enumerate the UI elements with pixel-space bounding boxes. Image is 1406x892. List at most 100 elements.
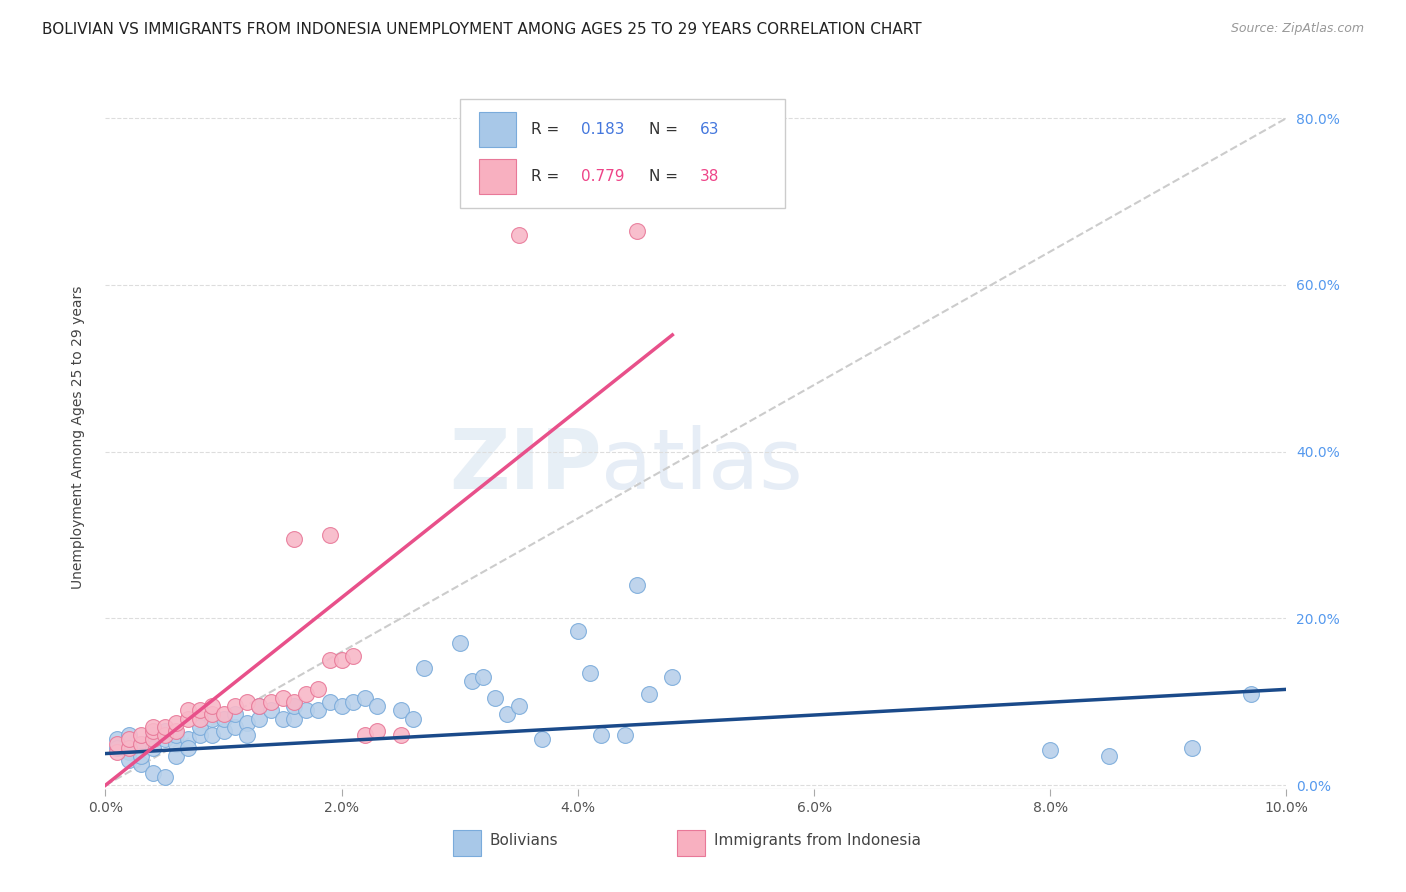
Point	[118, 753, 141, 767]
Point	[177, 740, 200, 755]
Point	[105, 732, 128, 747]
Point	[366, 724, 388, 739]
Point	[247, 712, 270, 726]
Point	[271, 712, 294, 726]
FancyBboxPatch shape	[460, 99, 785, 208]
Point	[188, 720, 211, 734]
Point	[626, 224, 648, 238]
FancyBboxPatch shape	[453, 830, 481, 856]
Point	[484, 690, 506, 705]
Point	[105, 740, 128, 755]
Point	[389, 728, 412, 742]
Point	[129, 728, 152, 742]
Point	[236, 695, 259, 709]
Point	[283, 695, 305, 709]
Point	[188, 712, 211, 726]
Point	[614, 728, 637, 742]
Point	[224, 699, 246, 714]
Point	[105, 737, 128, 751]
Text: N =: N =	[648, 121, 682, 136]
Point	[413, 661, 436, 675]
Point	[637, 686, 659, 700]
Point	[307, 703, 329, 717]
Point	[389, 703, 412, 717]
Point	[153, 732, 176, 747]
Point	[1098, 749, 1121, 764]
Point	[319, 528, 342, 542]
Point	[354, 690, 377, 705]
Point	[118, 732, 141, 747]
Point	[165, 715, 187, 730]
Point	[236, 715, 259, 730]
Point	[661, 670, 683, 684]
Point	[118, 728, 141, 742]
Text: BOLIVIAN VS IMMIGRANTS FROM INDONESIA UNEMPLOYMENT AMONG AGES 25 TO 29 YEARS COR: BOLIVIAN VS IMMIGRANTS FROM INDONESIA UN…	[42, 22, 922, 37]
Point	[212, 712, 235, 726]
Point	[142, 728, 165, 742]
Point	[142, 740, 165, 755]
Point	[142, 720, 165, 734]
Text: 63: 63	[700, 121, 718, 136]
Point	[283, 699, 305, 714]
FancyBboxPatch shape	[678, 830, 706, 856]
Point	[449, 636, 471, 650]
Point	[578, 665, 600, 680]
Point	[118, 740, 141, 755]
Text: R =: R =	[530, 121, 564, 136]
Point	[118, 745, 141, 759]
Point	[236, 728, 259, 742]
Point	[591, 728, 613, 742]
Point	[142, 732, 165, 747]
Point	[129, 749, 152, 764]
Point	[177, 732, 200, 747]
Point	[366, 699, 388, 714]
Point	[401, 712, 423, 726]
Point	[201, 712, 224, 726]
Point	[129, 757, 152, 772]
Point	[224, 720, 246, 734]
Point	[342, 695, 364, 709]
Point	[177, 712, 200, 726]
Point	[626, 578, 648, 592]
Point	[330, 653, 353, 667]
Point	[247, 699, 270, 714]
Point	[319, 653, 342, 667]
Text: N =: N =	[648, 169, 682, 184]
Point	[1181, 740, 1204, 755]
Text: Source: ZipAtlas.com: Source: ZipAtlas.com	[1230, 22, 1364, 36]
Point	[165, 724, 187, 739]
Point	[212, 724, 235, 739]
Point	[567, 624, 589, 638]
Text: 38: 38	[700, 169, 718, 184]
Point	[142, 765, 165, 780]
Point	[496, 707, 519, 722]
Y-axis label: Unemployment Among Ages 25 to 29 years: Unemployment Among Ages 25 to 29 years	[70, 285, 84, 589]
Text: Immigrants from Indonesia: Immigrants from Indonesia	[714, 832, 921, 847]
Point	[129, 737, 152, 751]
Text: 0.183: 0.183	[582, 121, 624, 136]
Point	[153, 770, 176, 784]
Text: Bolivians: Bolivians	[489, 832, 558, 847]
Text: R =: R =	[530, 169, 564, 184]
Point	[224, 707, 246, 722]
Point	[260, 703, 283, 717]
Point	[142, 724, 165, 739]
Point	[472, 670, 495, 684]
FancyBboxPatch shape	[478, 112, 516, 147]
Text: atlas: atlas	[602, 425, 803, 506]
Point	[531, 732, 554, 747]
Point	[177, 703, 200, 717]
Point	[283, 533, 305, 547]
Point	[188, 728, 211, 742]
Point	[260, 695, 283, 709]
Point	[129, 737, 152, 751]
Point	[319, 695, 342, 709]
Point	[165, 728, 187, 742]
Point	[1240, 686, 1263, 700]
Point	[201, 728, 224, 742]
Point	[165, 737, 187, 751]
Point	[188, 703, 211, 717]
Point	[508, 227, 530, 242]
Point	[460, 673, 482, 688]
Point	[508, 699, 530, 714]
